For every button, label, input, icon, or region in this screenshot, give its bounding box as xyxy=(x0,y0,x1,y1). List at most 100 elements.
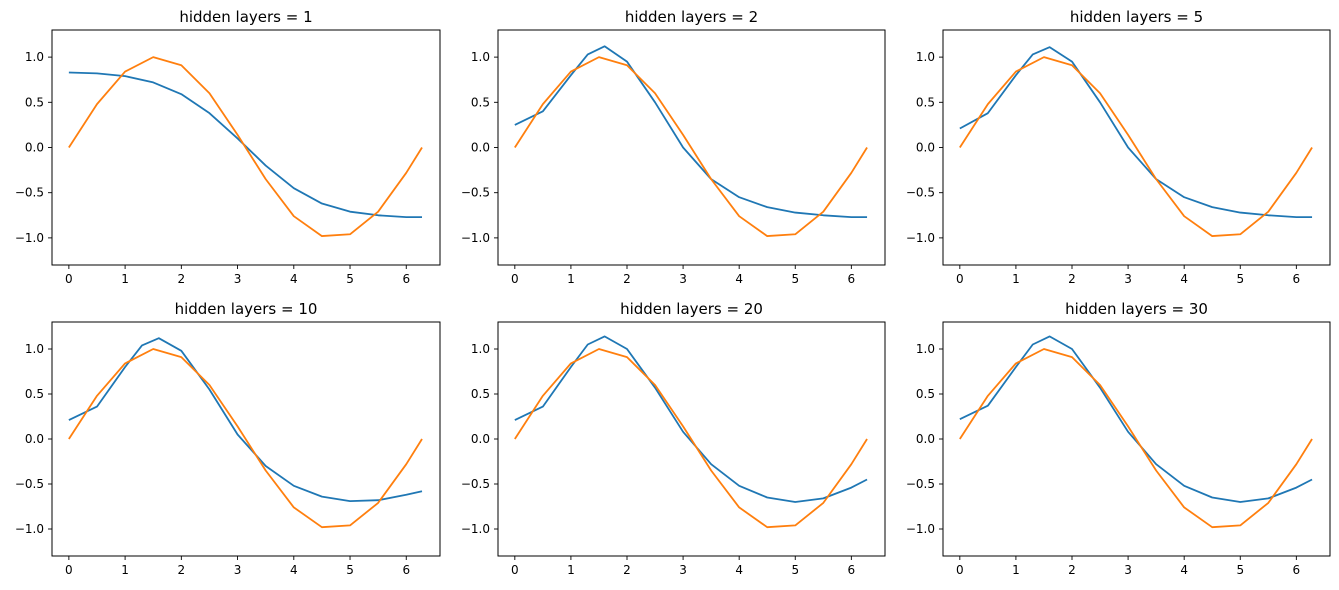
y-tick-label: −0.5 xyxy=(906,186,935,200)
y-tick-label: −1.0 xyxy=(461,231,490,245)
y-tick-label: 0.0 xyxy=(916,432,935,446)
x-tick-label: 6 xyxy=(402,272,410,286)
x-tick-label: 5 xyxy=(1236,272,1244,286)
y-tick-label: 1.0 xyxy=(916,50,935,64)
subplot-panel-1: hidden layers = 1 0 1 2 3 4 5 6 1.0 0.5 0.0 −0.5 −1… xyxy=(15,8,441,286)
x-tick-label: 1 xyxy=(121,272,129,286)
y-tick-label: 1.0 xyxy=(916,342,935,356)
x-tick-label: 5 xyxy=(346,272,354,286)
y-tick-label: 1.0 xyxy=(471,342,490,356)
plot-layer: 0 1 2 3 4 5 6 1.0 0.5 0.0 −0.5 −1.0 xyxy=(906,29,1331,286)
subplot-panel-5: hidden layers = 20 0 1 2 3 4 5 6 1.0 0.5 0.0 −0.5 −… xyxy=(461,300,886,577)
subplot-panel-2: hidden layers = 2 0 1 2 3 4 5 6 1.0 0.5 0.0 −0.5 −1… xyxy=(461,8,886,286)
x-tick-label: 1 xyxy=(1012,272,1020,286)
plot-layer: 0 1 2 3 4 5 6 1.0 0.5 0.0 −0.5 −1.0 xyxy=(461,321,886,577)
axes-border xyxy=(497,321,886,557)
y-tick-label: −0.5 xyxy=(906,477,935,491)
x-tick-label: 4 xyxy=(1180,272,1188,286)
y-tick-label: 0.5 xyxy=(471,387,490,401)
x-tick-label: 6 xyxy=(848,563,856,577)
y-tick-label: −1.0 xyxy=(906,522,935,536)
plot-layer: 0 1 2 3 4 5 6 1.0 0.5 0.0 −0.5 −1.0 xyxy=(15,29,441,286)
y-tick-label: −0.5 xyxy=(461,477,490,491)
axes-border xyxy=(497,29,886,266)
subplot-panel-3: hidden layers = 5 0 1 2 3 4 5 6 1.0 0.5 0.0 −0.5 −1… xyxy=(906,8,1331,286)
x-tick-label: 5 xyxy=(1236,563,1244,577)
series-line-model xyxy=(959,335,1313,503)
y-tick-label: 1.0 xyxy=(471,50,490,64)
x-tick-label: 3 xyxy=(234,272,242,286)
subplot-title: hidden layers = 10 xyxy=(175,300,318,318)
x-tick-label: 3 xyxy=(234,563,242,577)
subplot-panel-6: hidden layers = 30 0 1 2 3 4 5 6 1.0 0.5 0.0 −0.5 −… xyxy=(906,300,1331,577)
series-line-target xyxy=(514,56,868,237)
x-tick-label: 4 xyxy=(290,563,298,577)
y-tick-label: 0.0 xyxy=(471,432,490,446)
series-line-target xyxy=(514,348,868,529)
x-tick-label: 5 xyxy=(346,563,354,577)
subplot-title: hidden layers = 30 xyxy=(1065,300,1208,318)
series-line-target xyxy=(959,348,1313,529)
y-tick-label: 0.5 xyxy=(25,387,44,401)
series-line-target xyxy=(68,348,423,529)
x-tick-label: 2 xyxy=(1068,272,1076,286)
series-line-model xyxy=(514,335,868,503)
plot-layer: 0 1 2 3 4 5 6 1.0 0.5 0.0 −0.5 −1.0 xyxy=(461,29,886,286)
y-tick-label: 0.5 xyxy=(25,95,44,109)
x-tick-label: 5 xyxy=(791,272,799,286)
y-tick-label: 0.5 xyxy=(916,387,935,401)
x-tick-label: 4 xyxy=(735,563,743,577)
x-tick-label: 0 xyxy=(65,563,73,577)
series-line-target xyxy=(959,56,1313,237)
y-tick-label: 0.0 xyxy=(916,141,935,155)
axes-border xyxy=(942,321,1331,557)
series-line-target xyxy=(68,56,423,237)
subplot-title: hidden layers = 1 xyxy=(179,8,312,26)
y-tick-label: 1.0 xyxy=(25,50,44,64)
x-tick-label: 4 xyxy=(1180,563,1188,577)
y-tick-label: 0.5 xyxy=(471,95,490,109)
x-tick-label: 0 xyxy=(956,563,964,577)
x-tick-label: 6 xyxy=(848,272,856,286)
subplot-title: hidden layers = 2 xyxy=(625,8,758,26)
x-tick-label: 0 xyxy=(956,272,964,286)
plot-layer: 0 1 2 3 4 5 6 1.0 0.5 0.0 −0.5 −1.0 xyxy=(906,321,1331,577)
x-tick-label: 5 xyxy=(791,563,799,577)
subplot-title: hidden layers = 5 xyxy=(1070,8,1203,26)
x-tick-label: 2 xyxy=(178,563,186,577)
y-tick-label: 0.0 xyxy=(471,141,490,155)
axes-border xyxy=(51,29,441,266)
x-tick-label: 4 xyxy=(735,272,743,286)
y-tick-label: −0.5 xyxy=(15,186,44,200)
x-tick-label: 3 xyxy=(679,563,687,577)
x-tick-label: 2 xyxy=(623,563,631,577)
y-tick-label: −0.5 xyxy=(461,186,490,200)
y-tick-label: −1.0 xyxy=(15,522,44,536)
x-tick-label: 0 xyxy=(65,272,73,286)
y-tick-label: −1.0 xyxy=(461,522,490,536)
y-tick-label: −1.0 xyxy=(906,231,935,245)
subplot-title: hidden layers = 20 xyxy=(620,300,763,318)
x-tick-label: 3 xyxy=(1124,563,1132,577)
x-tick-label: 6 xyxy=(1293,272,1301,286)
subplot-panel-4: hidden layers = 10 0 1 2 3 4 5 6 1.0 0.5 0.0 −0.5 −… xyxy=(15,300,441,577)
x-tick-label: 1 xyxy=(121,563,129,577)
y-tick-label: −1.0 xyxy=(15,231,44,245)
x-tick-label: 1 xyxy=(1012,563,1020,577)
axes-border xyxy=(942,29,1331,266)
x-tick-label: 0 xyxy=(511,272,519,286)
x-tick-label: 2 xyxy=(178,272,186,286)
x-tick-label: 3 xyxy=(679,272,687,286)
plot-layer: 0 1 2 3 4 5 6 1.0 0.5 0.0 −0.5 −1.0 xyxy=(15,321,441,577)
y-tick-label: −0.5 xyxy=(15,477,44,491)
x-tick-label: 1 xyxy=(567,563,575,577)
x-tick-label: 3 xyxy=(1124,272,1132,286)
axes-border xyxy=(51,321,441,557)
x-tick-label: 6 xyxy=(402,563,410,577)
x-tick-label: 2 xyxy=(1068,563,1076,577)
y-tick-label: 1.0 xyxy=(25,342,44,356)
y-tick-label: 0.0 xyxy=(25,141,44,155)
y-tick-label: 0.0 xyxy=(25,432,44,446)
x-tick-label: 1 xyxy=(567,272,575,286)
